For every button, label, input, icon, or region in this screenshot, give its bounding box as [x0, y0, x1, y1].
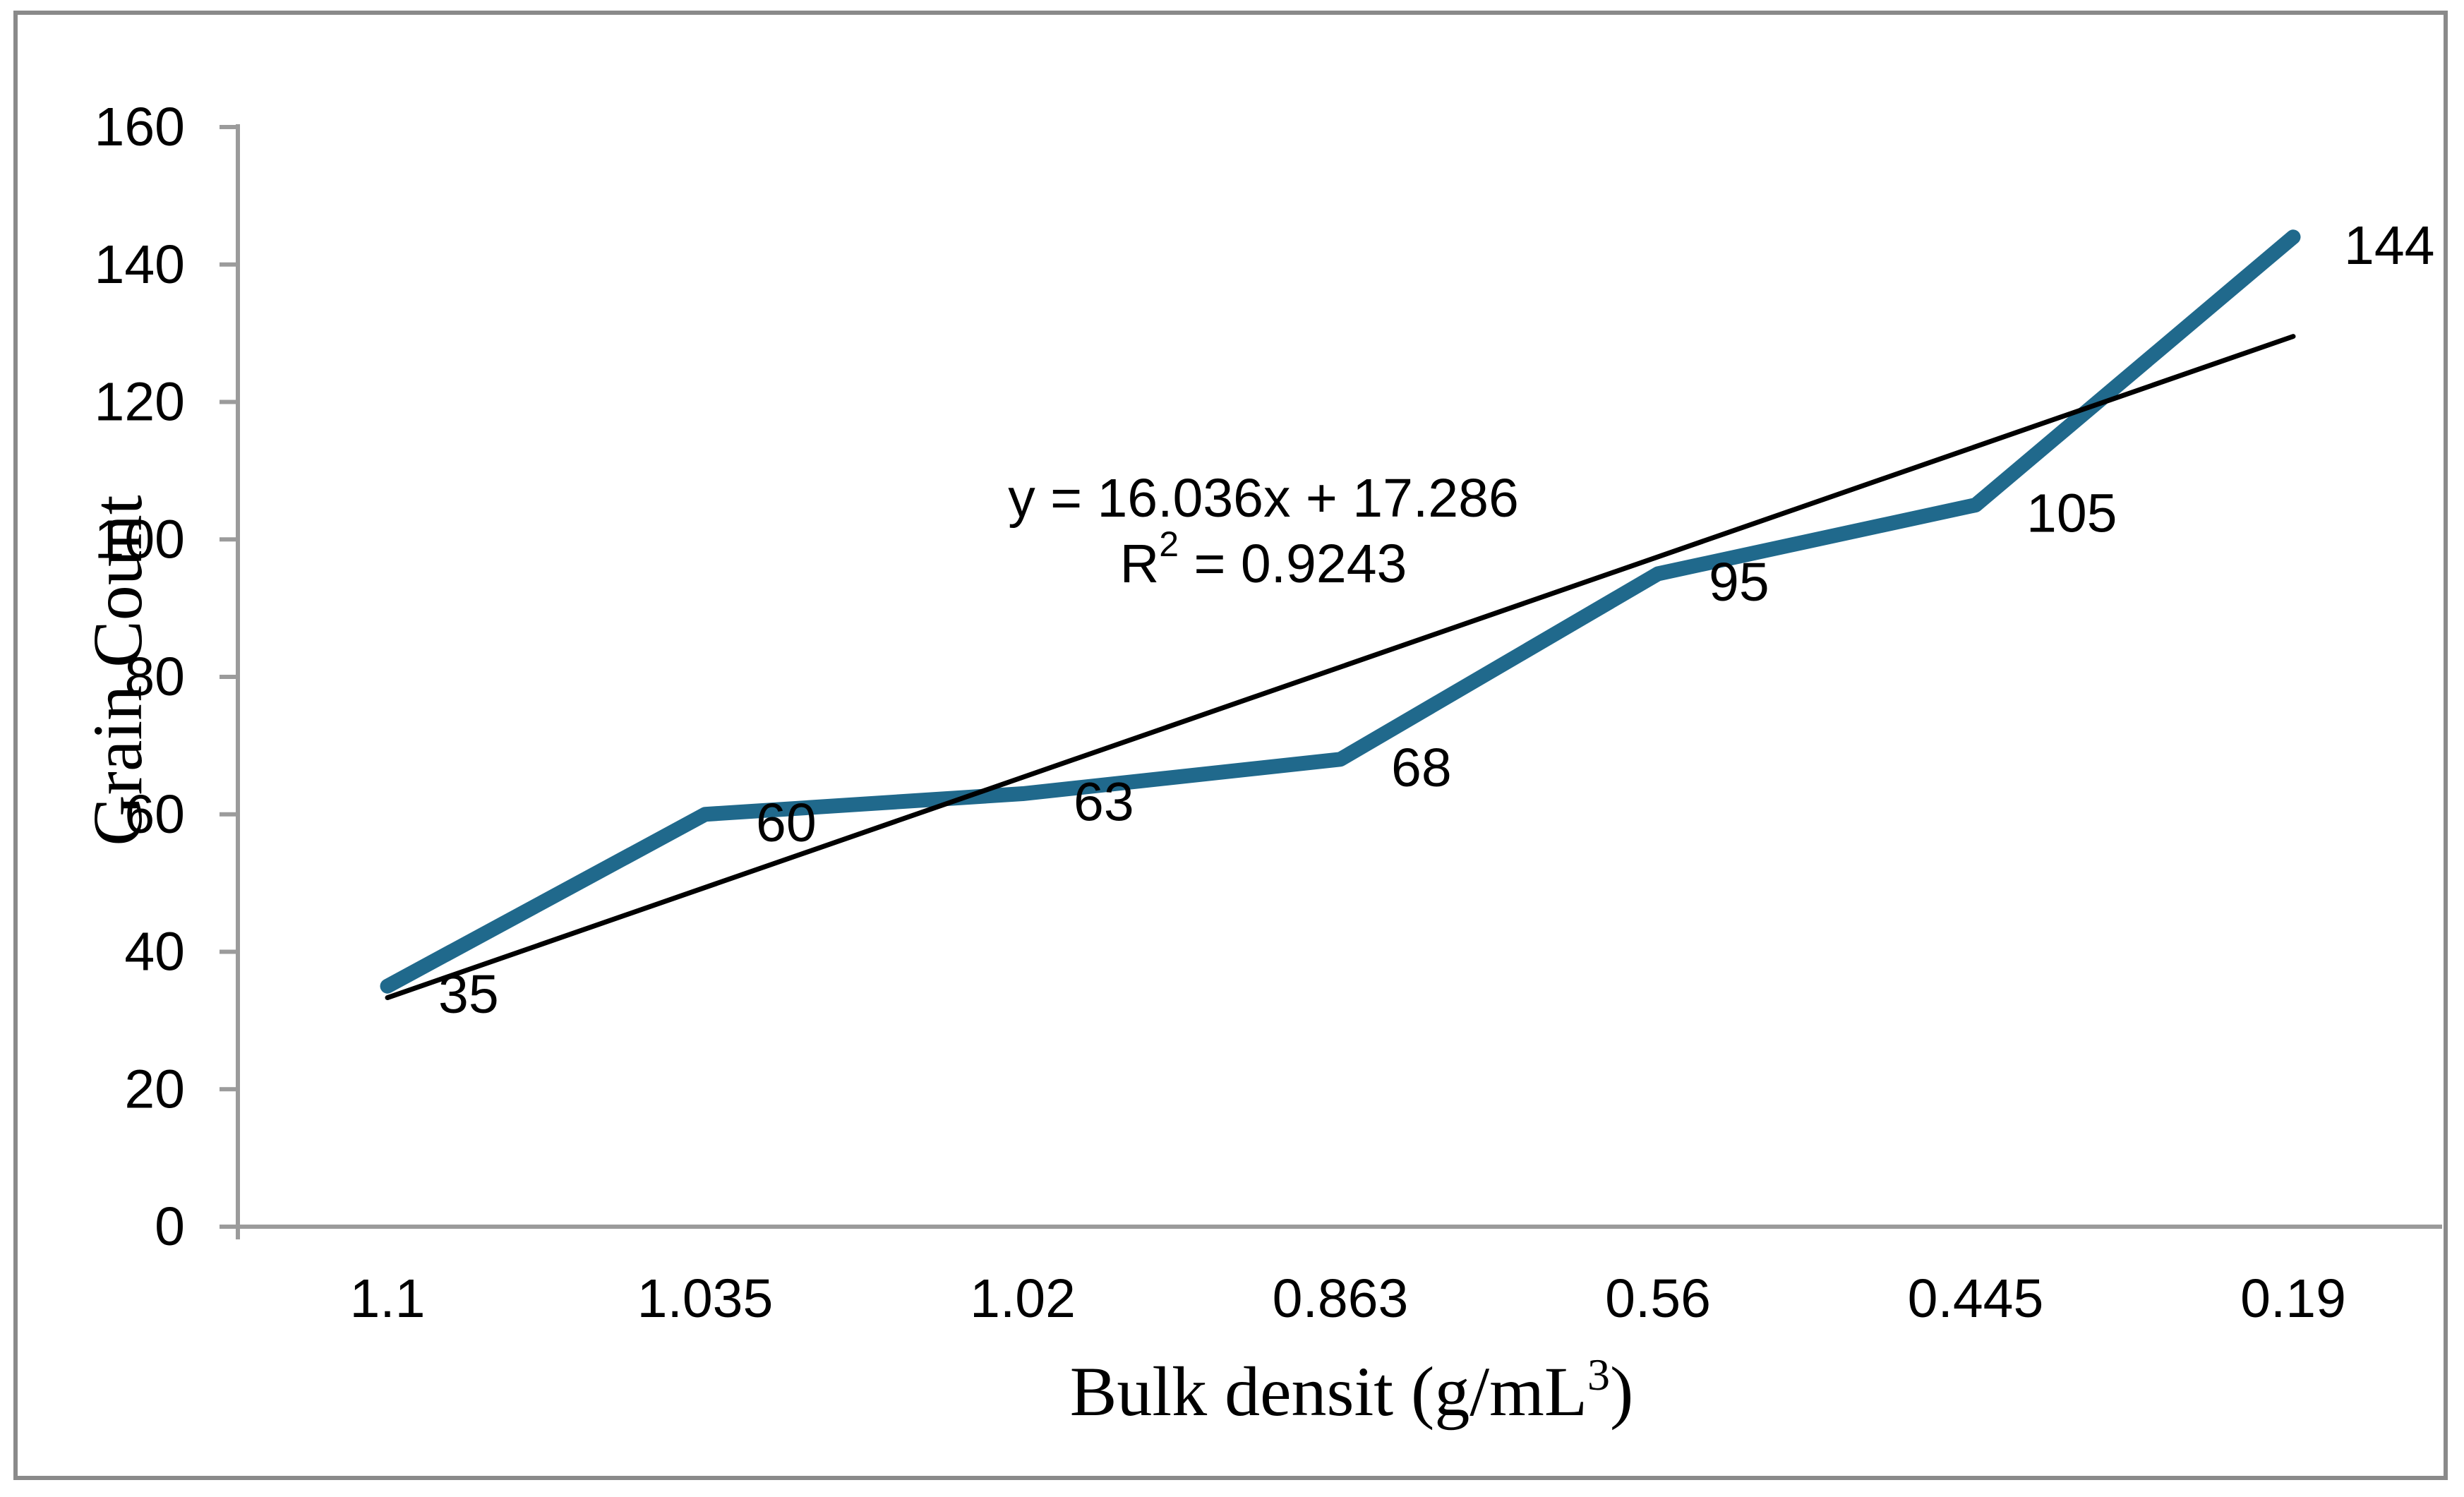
- x-tick-label: 1.035: [637, 1268, 774, 1329]
- y-tick-label: 80: [124, 647, 185, 707]
- series-line-grain-count: [380, 229, 2301, 994]
- x-axis-title: Bulk densit (g/mL3): [1070, 1349, 1634, 1431]
- x-tick-label: 0.863: [1273, 1268, 1409, 1329]
- y-tick-label: 160: [95, 97, 185, 157]
- r2-base-text: R: [1120, 534, 1160, 594]
- axes: [220, 124, 2442, 1239]
- data-label: 68: [1391, 738, 1452, 798]
- x-axis-title-base: Bulk densit (g/mL: [1070, 1352, 1587, 1431]
- y-tick-label: 120: [95, 372, 185, 433]
- y-tick-label: 0: [155, 1196, 185, 1257]
- x-axis-title-superscript: 3: [1587, 1349, 1610, 1400]
- data-label: 144: [2344, 215, 2434, 276]
- figure-border: [13, 11, 2448, 1480]
- r2-superscript: 2: [1159, 524, 1179, 564]
- y-tick-label: 100: [95, 509, 185, 570]
- trendline-equation-label: y = 16.036x + 17.286: [1008, 468, 1519, 529]
- x-tick-label: 0.56: [1605, 1268, 1711, 1329]
- y-tick-label: 60: [124, 784, 185, 845]
- x-tick-label: 0.445: [1908, 1268, 2044, 1329]
- y-tick-label: 40: [124, 922, 185, 982]
- data-label: 63: [1074, 772, 1134, 833]
- y-tick-label: 20: [124, 1059, 185, 1119]
- x-axis-title-end: ): [1610, 1352, 1633, 1431]
- y-tick-label: 140: [95, 234, 185, 295]
- trendline-r2-label: R2 = 0.9243: [1120, 524, 1407, 594]
- x-tick-label: 0.19: [2240, 1268, 2346, 1329]
- data-label: 95: [1709, 552, 1769, 613]
- y-axis-title: Grain Count: [78, 495, 157, 846]
- r2-value-text: = 0.9243: [1179, 534, 1407, 594]
- data-label: 105: [2026, 483, 2117, 544]
- data-label: 60: [756, 793, 817, 853]
- data-label: 35: [438, 964, 499, 1025]
- trendline: [385, 334, 2296, 1001]
- x-tick-label: 1.02: [970, 1268, 1076, 1329]
- x-tick-label: 1.1: [349, 1268, 425, 1329]
